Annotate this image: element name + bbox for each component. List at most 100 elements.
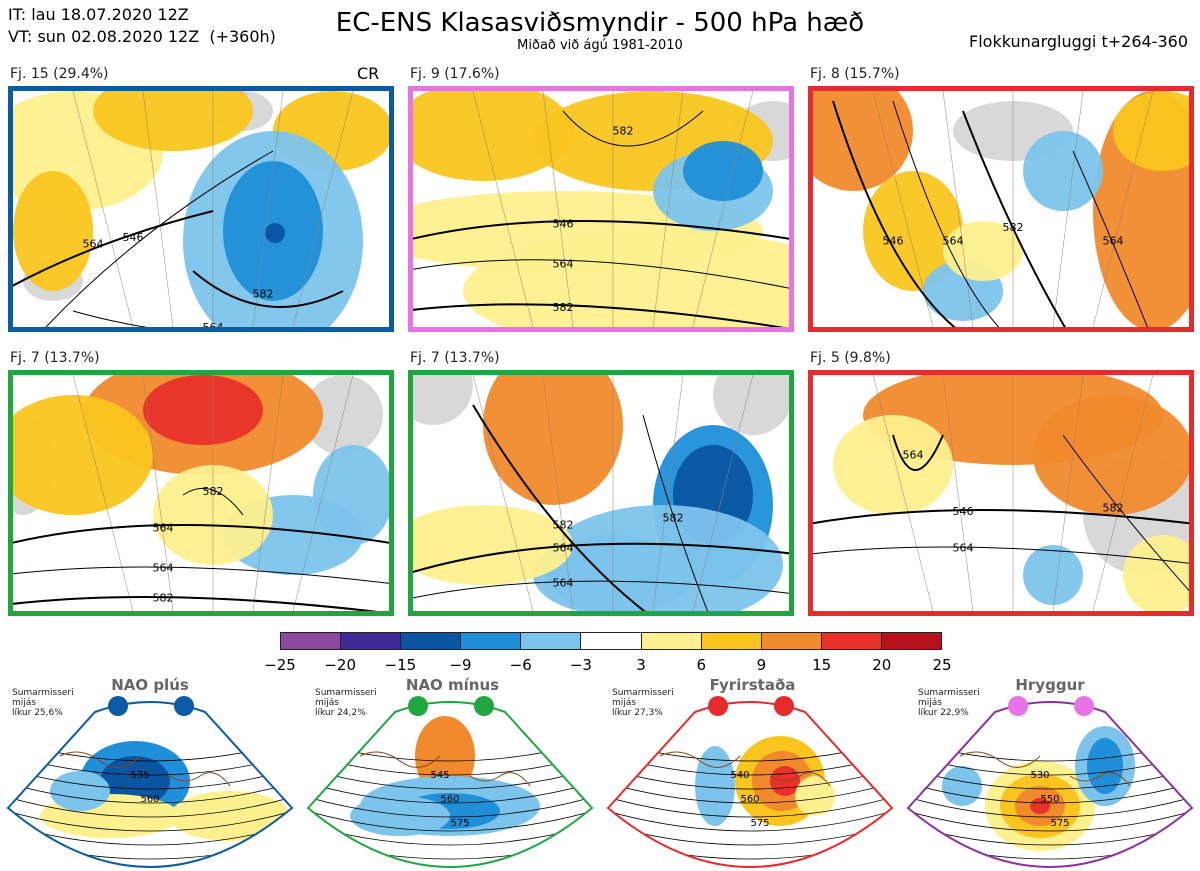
no-data-area <box>413 375 473 425</box>
regime-note: Sumarmisseri mijás líkur 25,6% <box>12 688 74 718</box>
regime-panel-2: Sumarmisseri mijás líkur 24,2% NAO mínus… <box>300 676 600 871</box>
regime-dot <box>108 696 128 716</box>
anomaly-area <box>413 505 573 585</box>
height-contour <box>182 487 244 516</box>
anomaly-area <box>170 791 290 841</box>
map-label-5: Fj. 7 (13.7%) <box>410 350 500 366</box>
anomaly-area <box>795 776 835 816</box>
contour-label: 564 <box>553 577 574 590</box>
map-tag-cr: CR <box>357 64 380 83</box>
graticule-line <box>692 91 754 327</box>
height-contour <box>308 777 592 804</box>
anomaly-area <box>1113 91 1189 171</box>
height-contour <box>308 805 592 832</box>
contour-label: 582 <box>1103 502 1124 515</box>
anomaly-area <box>463 231 789 327</box>
contour-label: 540 <box>730 770 749 781</box>
anomaly-area <box>13 395 153 515</box>
height-contour <box>908 777 1192 804</box>
height-contour <box>908 805 1192 832</box>
contour-label: 564 <box>953 542 974 555</box>
height-contour <box>45 150 274 327</box>
colorbar-segment <box>881 633 942 649</box>
colorbar-tick-label: 3 <box>636 656 646 674</box>
height-contour <box>892 434 944 471</box>
anomaly-area <box>1087 738 1123 794</box>
regime-map: 545 560 575 <box>306 696 594 868</box>
anomaly-area <box>1023 545 1083 605</box>
regime-border <box>606 701 894 868</box>
map-label-6: Fj. 5 (9.8%) <box>810 350 891 366</box>
graticule-line <box>292 91 354 327</box>
graticule-line <box>1052 375 1084 611</box>
coastline <box>959 751 1131 787</box>
regime-dot <box>708 696 728 716</box>
map-label-2: Fj. 9 (17.6%) <box>410 66 500 82</box>
graticule-line <box>72 91 134 327</box>
height-contour <box>892 100 1000 327</box>
graticule-line <box>252 91 284 327</box>
regime-map: 530 550 575 <box>906 696 1194 868</box>
height-contour <box>608 805 892 832</box>
regime-title: NAO plús <box>111 676 189 694</box>
height-contour <box>608 833 892 860</box>
colorbar-segment <box>701 633 762 649</box>
height-contour <box>8 791 292 818</box>
contour-label: 582 <box>663 512 684 525</box>
regime-title: Fyrirstaða <box>709 676 796 694</box>
colorbar-tick-label: −20 <box>324 656 356 674</box>
anomaly-area <box>1023 131 1103 211</box>
contour-label: 575 <box>450 818 469 829</box>
colorbar-segment <box>641 633 702 649</box>
coastline <box>359 751 531 787</box>
anomaly-area <box>415 716 475 796</box>
height-contour <box>413 303 785 327</box>
coastline <box>59 751 231 787</box>
graticule-line <box>1092 91 1154 327</box>
contour-label: 564 <box>553 258 574 271</box>
anomaly-area <box>833 415 953 515</box>
cluster-map-4: 564 564 582 582 <box>8 370 394 616</box>
anomaly-area <box>695 746 735 826</box>
contour-label: 564 <box>203 321 224 327</box>
classification-window: Flokkunargluggi t+264-360 <box>969 32 1188 51</box>
regime-panel-4: Sumarmisseri mijás líkur 22,9% Hryggur 5… <box>900 676 1200 871</box>
colorbar-segment <box>461 633 522 649</box>
contour-label: 575 <box>1050 818 1069 829</box>
height-contour <box>832 100 956 327</box>
cluster-map-6: 546 564 564 582 <box>808 370 1194 616</box>
height-contour <box>472 404 646 611</box>
graticule-line <box>72 375 134 611</box>
regime-note: Sumarmisseri mijás líkur 27,3% <box>612 688 674 718</box>
graticule-line <box>142 91 174 327</box>
anomaly-area <box>50 771 110 811</box>
height-contour <box>608 791 892 818</box>
regime-border <box>306 701 594 868</box>
contour-label: 582 <box>1003 221 1024 234</box>
height-contour <box>8 777 292 804</box>
contour-label: 545 <box>430 770 449 781</box>
colorbar-segment <box>401 633 462 649</box>
anomaly-area <box>942 766 982 806</box>
regime-dot <box>774 696 794 716</box>
colorbar-tick-label: −25 <box>264 656 296 674</box>
height-contour <box>308 791 592 818</box>
graticule-line <box>652 375 684 611</box>
colorbar-tick-label: −6 <box>509 656 532 674</box>
regime-dot <box>1074 696 1094 716</box>
height-contour <box>308 833 592 860</box>
regime-dot <box>1008 696 1028 716</box>
anomaly-area <box>413 91 573 181</box>
height-contour <box>192 270 344 308</box>
page-title: EC-ENS Klasasviðsmyndir - 500 hPa hæð <box>335 8 865 38</box>
cluster-map-1: 564 546 582 564 <box>8 86 394 332</box>
colorbar-tick-label: −9 <box>449 656 472 674</box>
contour-label: 546 <box>953 505 974 518</box>
regime-dot <box>408 696 428 716</box>
graticule-line <box>472 91 534 327</box>
regime-border <box>6 701 294 868</box>
colorbar-tick-label: 25 <box>932 656 952 674</box>
height-contour <box>562 110 704 147</box>
contour-label: 582 <box>203 485 224 498</box>
height-contour <box>72 310 148 327</box>
